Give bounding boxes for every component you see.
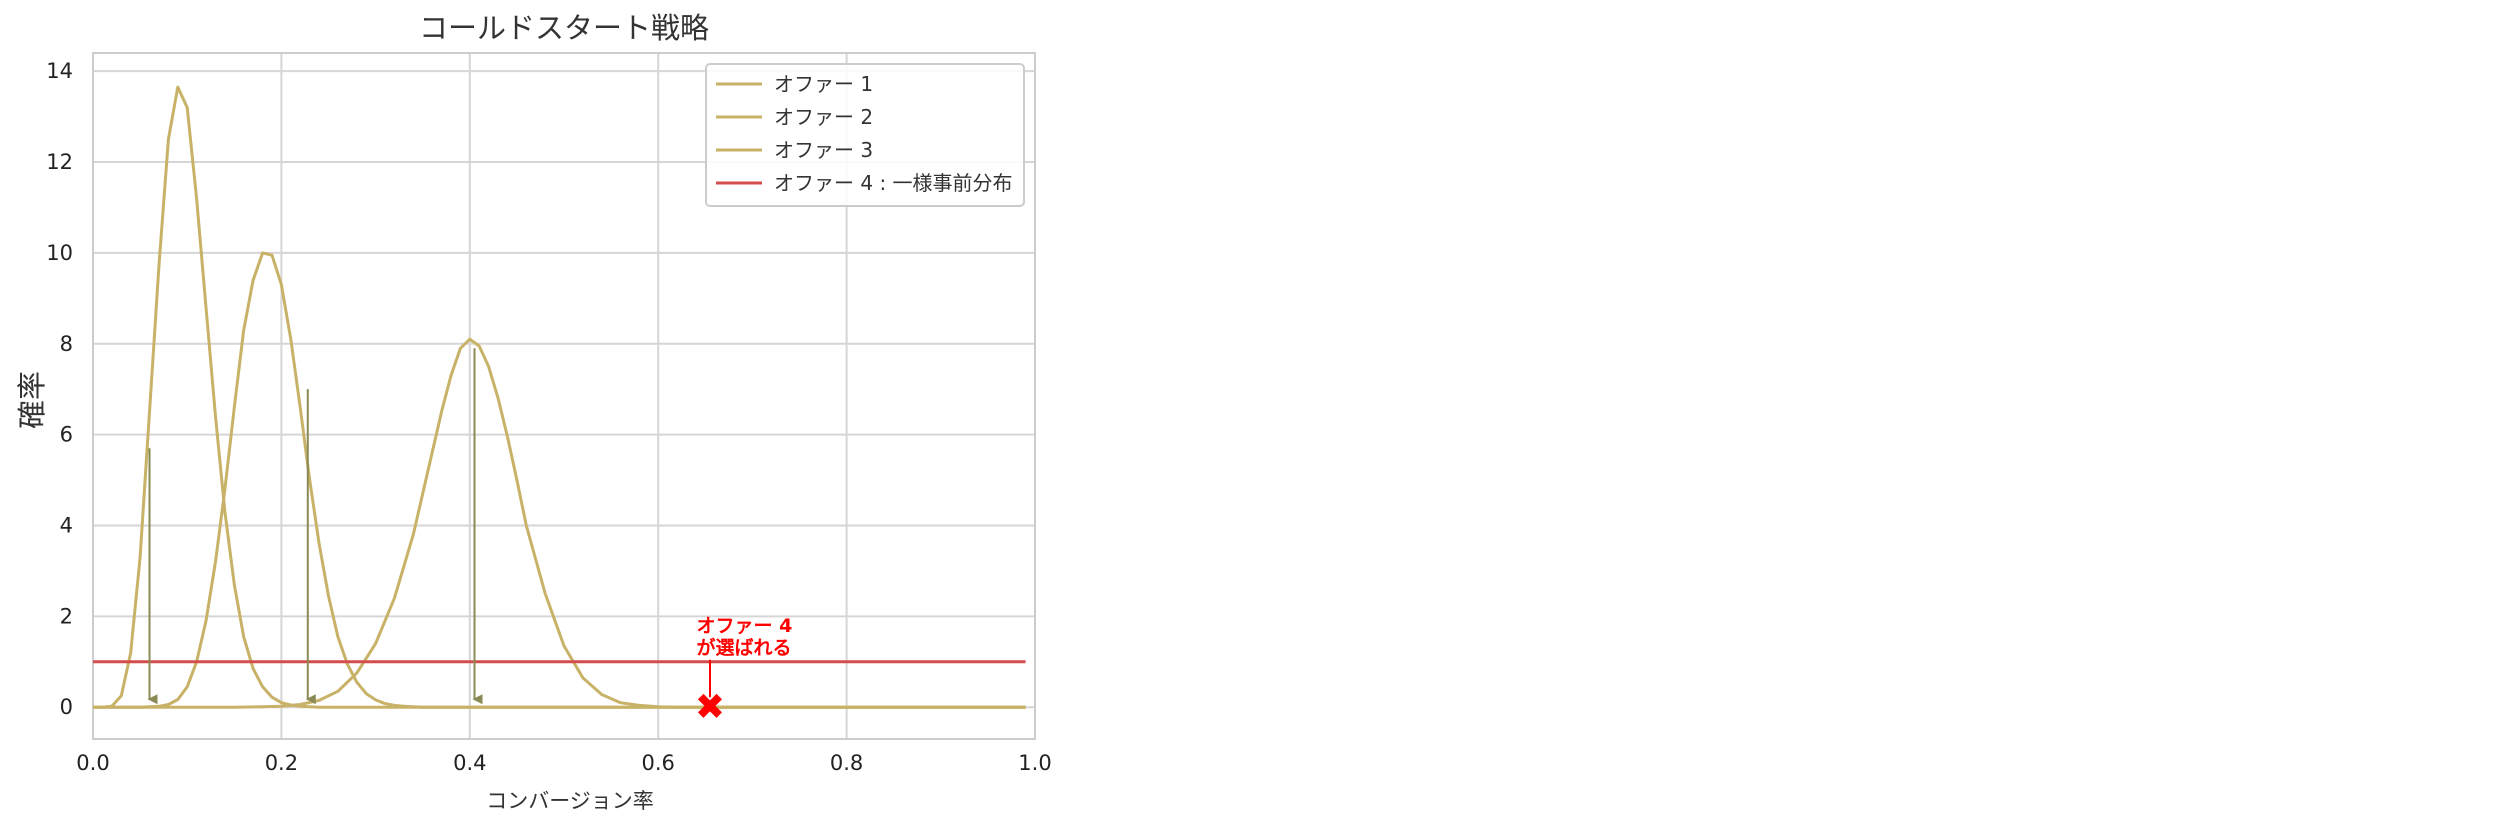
x-tick-label: 0.8 xyxy=(830,751,863,775)
chart-title: コールドスタート戦略 xyxy=(419,11,709,45)
y-tick-label: 0 xyxy=(60,695,73,719)
y-axis-label: 確率 xyxy=(15,371,49,429)
plot-area: 0.0 0.2 0.4 0.6 0.8 1.0 0 2 4 6 8 10 12 14 ✖ オファー 4が選ばれ… xyxy=(46,52,1052,775)
legend-label-2: オファー 2 xyxy=(774,105,873,129)
legend-label-4: オファー 4 : 一様事前分布 xyxy=(774,171,1013,195)
y-tick-label: 2 xyxy=(60,604,73,628)
series-line-3 xyxy=(93,337,1026,709)
y-tick-label: 12 xyxy=(46,150,73,174)
y-tick-label: 4 xyxy=(60,513,73,537)
legend-box xyxy=(705,63,1025,207)
y-tick-label: 8 xyxy=(60,332,73,356)
x-tick-label: 0.4 xyxy=(453,751,486,775)
legend-label-1: オファー 1 xyxy=(774,72,873,96)
y-tick-label: 10 xyxy=(46,241,73,265)
plot-frame xyxy=(92,52,1036,740)
series-line-2 xyxy=(93,251,1026,709)
x-tick-label: 0.0 xyxy=(76,751,109,775)
x-tick-label: 1.0 xyxy=(1018,751,1051,775)
x-tick-label: 0.2 xyxy=(265,751,298,775)
annotation-text-line1: オファー 4 xyxy=(696,615,792,637)
annotation-text-line2: が選ばれる xyxy=(696,636,791,659)
selected-marker: ✖ xyxy=(695,687,725,728)
x-tick-label: 0.6 xyxy=(641,751,674,775)
y-tick-label: 6 xyxy=(60,423,73,447)
legend-label-3: オファー 3 xyxy=(774,138,873,162)
y-tick-label: 14 xyxy=(46,59,73,83)
x-axis-label: コンバージョン率 xyxy=(486,789,654,813)
